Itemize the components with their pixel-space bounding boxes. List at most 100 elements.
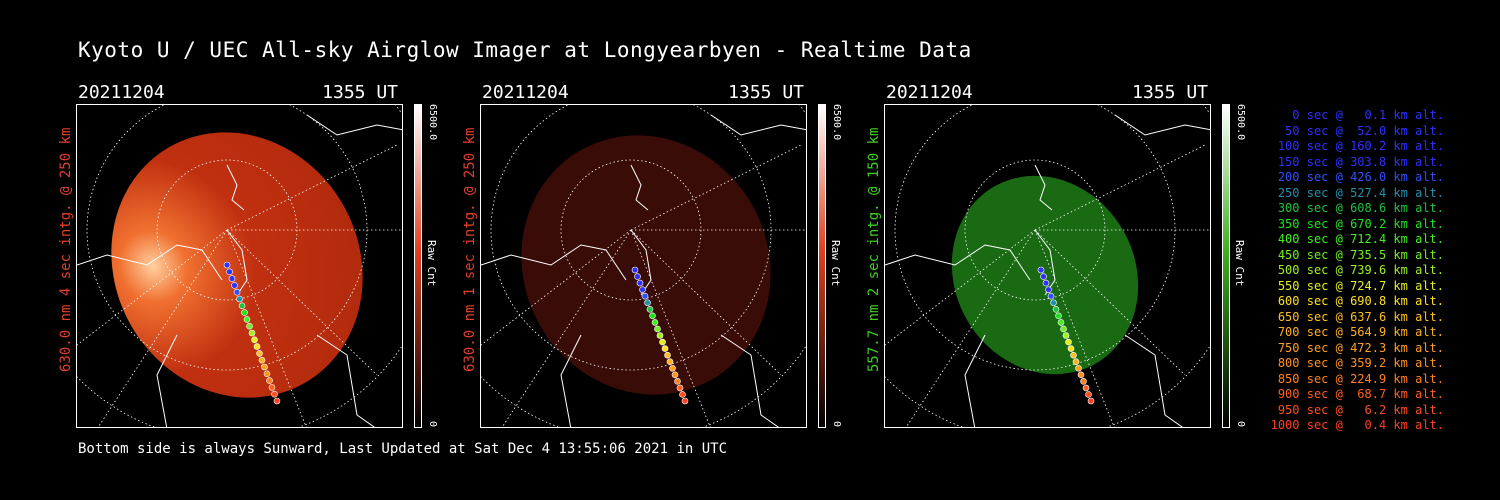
legend-row: 950 sec @ 6.2 km alt. — [1277, 402, 1444, 417]
page-title: Kyoto U / UEC All-sky Airglow Imager at … — [78, 38, 972, 62]
panel-1-side-label: 630.0 nm 4 sec intg. @ 250 km — [58, 127, 74, 372]
trajectory-point — [664, 351, 671, 359]
panel-2-cbar-max: 6500.0 — [831, 104, 842, 141]
trajectory-point — [1062, 332, 1070, 339]
footer-status: Bottom side is always Sunward, Last Upda… — [78, 441, 728, 457]
trajectory-point — [231, 282, 238, 289]
trajectory-point — [258, 356, 266, 364]
trajectory-point — [671, 371, 679, 379]
trajectory-point — [679, 391, 686, 398]
trajectory-point — [641, 292, 649, 300]
trajectory-point — [1055, 312, 1062, 320]
panel-2-cbar-unit: Raw Cnt — [829, 240, 842, 287]
legend-row: 1000 sec @ 0.4 km alt. — [1270, 418, 1444, 432]
panel-3-track — [1037, 266, 1095, 405]
legend-row: 550 sec @ 724.7 km alt. — [1277, 278, 1444, 293]
legend-row: 700 sec @ 564.9 km alt. — [1277, 325, 1444, 339]
trajectory-point — [666, 358, 674, 366]
trajectory-point — [1042, 279, 1050, 287]
trajectory-point — [1085, 391, 1092, 398]
trajectory-point — [674, 378, 681, 385]
panel-2-colorbar — [818, 104, 826, 428]
trajectory-point — [233, 288, 241, 296]
airglow-disk — [521, 135, 771, 395]
trajectory-point — [1060, 325, 1067, 333]
panel-1-track — [223, 261, 281, 405]
legend-row: 150 sec @ 303.8 km alt. — [1277, 154, 1444, 169]
trajectory-point — [271, 390, 278, 398]
panel-1-skymap — [77, 105, 402, 427]
trajectory-point — [654, 325, 661, 333]
legend-row: 350 sec @ 670.2 km alt. — [1277, 216, 1444, 231]
trajectory-point — [243, 316, 251, 323]
legend-row: 250 sec @ 527.4 km alt. — [1277, 185, 1444, 200]
legend-row: 500 sec @ 739.6 km alt. — [1277, 263, 1444, 277]
panel-2-date: 20211204 — [482, 82, 569, 103]
trajectory-point — [1050, 299, 1057, 307]
trajectory-point — [646, 306, 654, 313]
trajectory-point — [256, 350, 263, 357]
trajectory-point — [253, 343, 261, 350]
trajectory-point — [251, 336, 258, 344]
trajectory-point — [226, 268, 233, 276]
trajectory-point — [238, 302, 246, 310]
panel-2-side-label: 630.0 nm 1 sec intg. @ 250 km — [462, 127, 478, 372]
legend-row: 200 sec @ 426.0 km alt. — [1277, 170, 1444, 184]
trajectory-point — [236, 295, 243, 303]
legend-row: 300 sec @ 608.6 km alt. — [1277, 201, 1444, 215]
trajectory-point — [273, 397, 281, 405]
legend-row: 650 sec @ 637.6 km alt. — [1277, 309, 1444, 324]
trajectory-point — [1072, 358, 1080, 366]
trajectory-point — [1080, 378, 1087, 385]
legend-row: 100 sec @ 160.2 km alt. — [1277, 139, 1444, 153]
trajectory-point — [1065, 338, 1072, 346]
trajectory-point — [644, 299, 651, 307]
trajectory-point — [656, 332, 664, 339]
panel-1-cbar-min: 0 — [427, 421, 438, 428]
trajectory-point — [631, 266, 639, 274]
panel-2-skymap — [481, 105, 806, 427]
trajectory-point — [248, 329, 256, 337]
trajectory-point — [659, 338, 666, 346]
trajectory-point — [634, 273, 641, 280]
panel-3-colorbar — [1222, 104, 1230, 428]
panel-3-cbar-max: 6500.0 — [1235, 104, 1246, 141]
legend-row: 450 sec @ 735.5 km alt. — [1277, 247, 1444, 262]
trajectory-point — [266, 377, 273, 384]
trajectory-point — [241, 309, 248, 316]
trajectory-point — [1067, 345, 1075, 352]
trajectory-point — [636, 279, 644, 287]
trajectory-point — [669, 364, 676, 372]
panel-1-image — [76, 104, 403, 428]
panel-1-cbar-max: 6500.0 — [427, 104, 438, 141]
legend-row: 800 sec @ 359.2 km alt. — [1277, 356, 1444, 370]
legend-row: 50 sec @ 52.0 km alt. — [1285, 123, 1444, 138]
trajectory-point — [1037, 266, 1045, 274]
trajectory-point — [681, 397, 689, 405]
legend-row: 900 sec @ 68.7 km alt. — [1277, 387, 1444, 401]
trajectory-point — [676, 384, 684, 392]
panel-3-skymap — [885, 105, 1210, 427]
trajectory-point — [228, 275, 236, 282]
airglow-disk — [111, 132, 363, 398]
panel-1-colorbar — [414, 104, 422, 428]
panel-2-image — [480, 104, 807, 428]
panel-3-time: 1355 UT — [1132, 82, 1208, 103]
panel-1-date: 20211204 — [78, 82, 165, 103]
legend-row: 400 sec @ 712.4 km alt. — [1277, 232, 1444, 246]
trajectory-point — [639, 286, 646, 293]
trajectory-point — [1077, 371, 1085, 379]
trajectory-point — [649, 312, 656, 320]
trajectory-point — [261, 363, 268, 371]
legend-row: 750 sec @ 472.3 km alt. — [1277, 340, 1444, 355]
panel-2-track — [631, 266, 689, 405]
trajectory-point — [651, 319, 659, 326]
trajectory-point — [1047, 292, 1055, 300]
trajectory-point — [1082, 384, 1090, 392]
trajectory-point — [223, 261, 231, 269]
trajectory-point — [1045, 286, 1052, 293]
legend-row: 600 sec @ 690.8 km alt. — [1277, 294, 1444, 308]
trajectory-point — [1057, 319, 1065, 326]
panel-3-side-label: 557.7 nm 2 sec intg. @ 150 km — [866, 127, 882, 372]
trajectory-legend: 0 sec @ 0.1 km alt. 50 sec @ 52.0 km alt.… — [1262, 108, 1444, 434]
